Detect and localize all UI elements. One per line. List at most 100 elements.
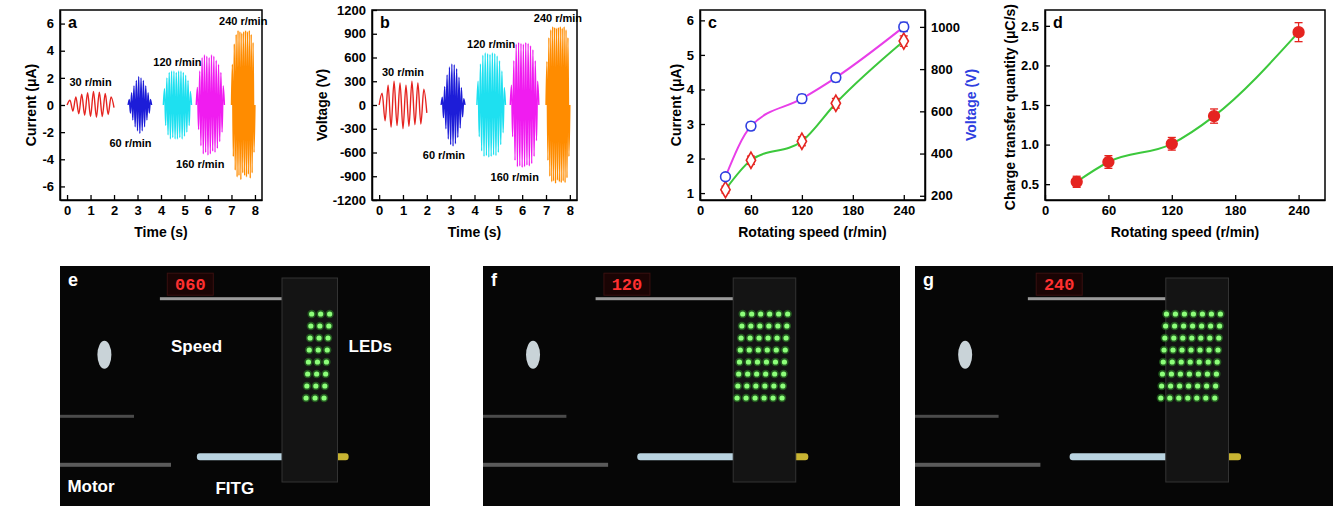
tick-mark (60, 186, 65, 187)
led (752, 395, 757, 400)
tick: 180 (1225, 195, 1247, 218)
led (739, 323, 744, 328)
tick-label: 0 (64, 203, 71, 218)
led (1194, 395, 1199, 400)
data-layer (1071, 23, 1304, 188)
tick-mark (700, 158, 705, 159)
tick: 5 (495, 195, 502, 218)
panel-letter: f (491, 270, 498, 290)
led-glow (782, 334, 790, 342)
led (1217, 323, 1222, 328)
led-glow (1189, 310, 1197, 318)
data-line (231, 30, 254, 179)
led-glow (1179, 334, 1187, 342)
led-glow (783, 322, 791, 330)
data-point (831, 73, 841, 83)
panel-letter: g (923, 270, 934, 290)
series-label: 30 r/min (382, 66, 424, 78)
tick-mark (570, 195, 571, 200)
tick-mark (1108, 195, 1109, 200)
led (316, 335, 321, 340)
x-axis: 012345678 (61, 195, 263, 218)
tick: 240 (893, 195, 915, 218)
tick-mark (372, 176, 377, 177)
led (770, 395, 775, 400)
led (766, 323, 771, 328)
led (738, 335, 743, 340)
led (764, 359, 769, 364)
led-glow (763, 346, 771, 354)
led (325, 347, 330, 352)
tick: 1 (687, 186, 705, 201)
tick-label: -900 (340, 169, 366, 184)
tick-mark (700, 124, 705, 125)
data-point (1071, 176, 1082, 187)
motor (97, 341, 111, 369)
error-bar-part (1210, 123, 1218, 124)
tick-mark (60, 132, 65, 133)
led (736, 371, 741, 376)
led (1181, 323, 1186, 328)
tick: 2 (111, 195, 118, 218)
led-glow (1160, 346, 1168, 354)
tick: 0.5 (1021, 177, 1050, 192)
tick-label: 180 (1225, 203, 1247, 218)
tick-label: -600 (340, 145, 366, 160)
led (307, 335, 312, 340)
photo-panel: 120f (483, 266, 900, 506)
led-glow (323, 346, 331, 354)
tick: 600 (344, 50, 377, 65)
led-glow (1211, 394, 1219, 402)
series-label: 30 r/min (69, 76, 111, 88)
axis-title: Time (s) (448, 224, 501, 240)
led (780, 383, 785, 388)
tick-mark (522, 195, 523, 200)
tick: 3 (134, 195, 141, 218)
led-board (1166, 278, 1229, 482)
photo-scene (915, 266, 1333, 506)
led-glow (1186, 358, 1194, 366)
tick: 0 (359, 98, 377, 113)
led-glow (770, 370, 778, 378)
tick-mark (1045, 184, 1050, 185)
tick-mark (379, 195, 380, 200)
led (738, 347, 743, 352)
led (785, 311, 790, 316)
led-glow (1214, 346, 1222, 354)
led-glow (1188, 334, 1196, 342)
tick: -6 (42, 179, 65, 194)
tick-mark (546, 195, 547, 200)
shelf (60, 463, 171, 467)
tick-label: 4 (471, 203, 479, 218)
tick-label: 60 (1102, 203, 1116, 218)
tick: 800 (920, 62, 953, 77)
led-glow (1195, 358, 1203, 366)
tick: 240 (1288, 195, 1310, 218)
tick-mark (60, 159, 65, 160)
speed-display: 240 (1044, 276, 1075, 295)
led-glow (1213, 358, 1221, 366)
x-axis: 060120180240 (1042, 195, 1326, 218)
led (749, 311, 754, 316)
tick: 60 (1102, 195, 1116, 218)
led (744, 383, 749, 388)
data-line (546, 27, 570, 184)
axis-title: Time (s) (134, 224, 187, 240)
tick-label: 5 (181, 203, 188, 218)
led (1199, 323, 1204, 328)
led (321, 395, 326, 400)
led (1162, 335, 1167, 340)
led (308, 323, 313, 328)
led-glow (1166, 394, 1174, 402)
photo-label: LEDs (349, 337, 392, 356)
led (1207, 335, 1212, 340)
tick-label: 7 (228, 203, 235, 218)
led (1160, 371, 1165, 376)
led-glow (1161, 322, 1169, 330)
tick: 8 (567, 195, 574, 218)
tick: 8 (252, 195, 259, 218)
series-label: 160 r/min (176, 158, 225, 170)
tick-label: 200 (931, 188, 953, 203)
led-glow (1158, 370, 1166, 378)
tick-mark (920, 196, 925, 197)
